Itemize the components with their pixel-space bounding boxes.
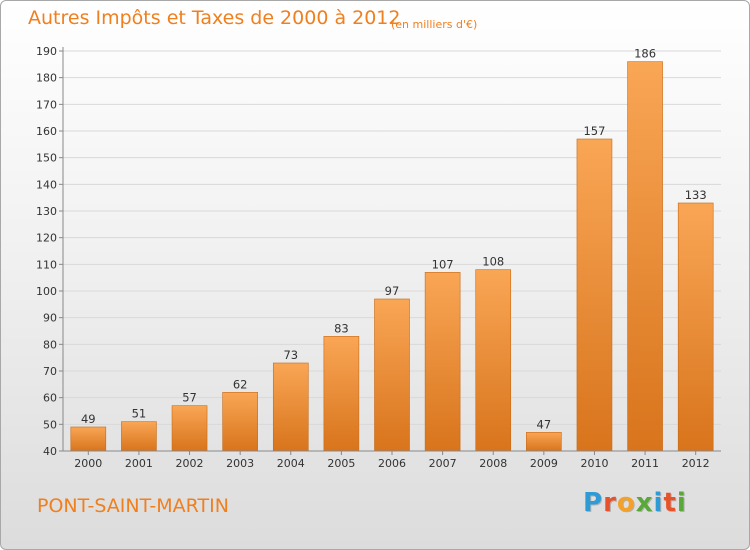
x-tick-label: 2005 (327, 457, 355, 470)
chart-unit: (en milliers d'€) (391, 18, 478, 31)
y-tick-label: 110 (36, 258, 57, 271)
data-label: 107 (432, 257, 454, 271)
y-tick-label: 60 (43, 392, 57, 405)
x-tick-label: 2002 (176, 457, 204, 470)
data-label: 83 (334, 321, 349, 335)
x-tick-label: 2000 (74, 457, 102, 470)
logo-letter: P (583, 488, 604, 518)
data-label: 157 (583, 124, 605, 138)
data-label: 62 (233, 377, 248, 391)
bars: 49 51 57 62 73 83 97 107 108 47 157 186 133 (70, 47, 714, 452)
x-tick-label: 2009 (530, 457, 558, 470)
data-label: 57 (182, 391, 197, 405)
proxiti-logo[interactable]: Proxiti (583, 488, 687, 518)
x-tick-label: 2010 (580, 457, 608, 470)
x-tick-label: 2011 (631, 457, 659, 470)
data-label: 186 (634, 47, 656, 61)
logo-letter: o (616, 488, 636, 518)
bar-2006 (374, 298, 410, 452)
data-label: 73 (283, 348, 298, 362)
y-axis: 40 50 60 70 80 90 100 110 120 130 140 150 160 170 180 1… (36, 45, 64, 458)
data-label: 49 (81, 412, 96, 426)
bar-2007 (424, 272, 461, 452)
bar-2011 (627, 61, 663, 452)
logo-letter: i (653, 488, 664, 518)
y-tick-label: 100 (36, 285, 57, 298)
data-label: 97 (385, 284, 400, 298)
y-tick-label: 190 (36, 45, 57, 58)
x-tick-label: 2001 (125, 457, 153, 470)
y-tick-label: 150 (36, 152, 57, 165)
bar-2003 (222, 392, 258, 452)
logo-letter: r (603, 488, 617, 518)
y-tick-label: 80 (43, 338, 57, 351)
logo-letter: i (676, 488, 687, 518)
logo-letter: t (663, 488, 677, 518)
bar-2010 (576, 138, 613, 452)
data-label: 47 (537, 417, 552, 431)
y-tick-label: 130 (36, 205, 57, 218)
bar-2008 (475, 269, 512, 452)
chart-title: Autres Impôts et Taxes de 2000 à 2012 (28, 7, 401, 29)
bar-2002 (171, 405, 208, 452)
bar-2000 (70, 426, 107, 452)
x-tick-label: 2012 (682, 457, 710, 470)
x-axis: 2000 2001 2002 2003 2004 2005 2006 2007 2008 2009… (63, 450, 721, 470)
data-label: 108 (482, 255, 504, 269)
bar-2012 (677, 202, 714, 452)
y-tick-label: 50 (43, 418, 57, 431)
x-tick-label: 2003 (226, 457, 254, 470)
y-tick-label: 70 (43, 365, 57, 378)
x-tick-label: 2007 (429, 457, 457, 470)
bar-2004 (272, 362, 309, 452)
data-label: 133 (685, 188, 707, 202)
bar-2005 (323, 336, 360, 452)
x-tick-label: 2008 (479, 457, 507, 470)
bar-2009 (526, 432, 562, 452)
y-tick-label: 40 (43, 445, 57, 458)
y-tick-label: 90 (43, 312, 57, 325)
commune-name: PONT-SAINT-MARTIN (37, 495, 229, 517)
bar-2001 (121, 421, 157, 452)
x-tick-label: 2006 (378, 457, 406, 470)
y-tick-label: 160 (36, 125, 57, 138)
y-tick-label: 140 (36, 178, 57, 191)
logo-letter: x (635, 488, 654, 518)
y-tick-label: 180 (36, 72, 57, 85)
data-label: 51 (132, 407, 147, 421)
x-tick-label: 2004 (277, 457, 305, 470)
y-tick-label: 170 (36, 98, 57, 111)
y-tick-label: 120 (36, 232, 57, 245)
